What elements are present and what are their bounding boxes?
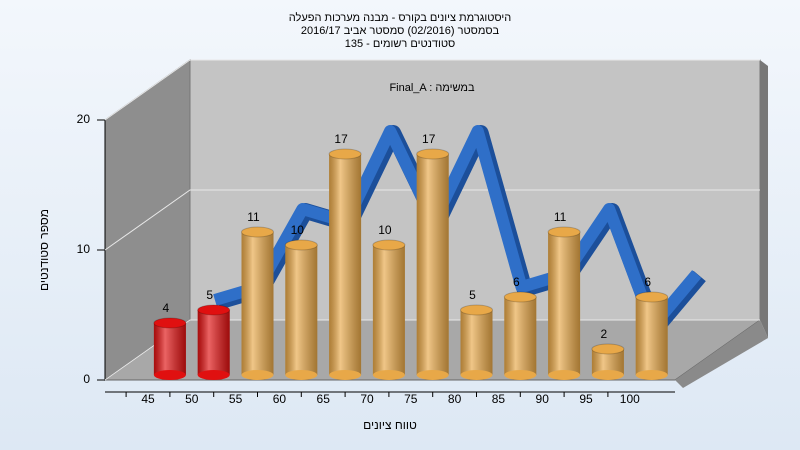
bar-base (504, 370, 537, 380)
bar-cap (328, 148, 362, 160)
value-label: 10 (291, 223, 305, 237)
grid-line (104, 59, 760, 121)
x-tick-label: 100 (620, 392, 640, 406)
bar-base (548, 370, 581, 380)
bar-cap (284, 239, 318, 251)
subtitle: Final_A : במשימה (389, 82, 475, 94)
bar-shade (372, 245, 405, 375)
bar-shade (241, 232, 274, 375)
wall-edge (760, 60, 768, 338)
chart-title: היסטוגרמת ציונים בקורס - מבנה מערכות הפע… (289, 11, 511, 24)
x-tick-label: 95 (579, 392, 593, 406)
bar-cap (197, 304, 231, 316)
bar-shade (153, 323, 186, 375)
value-label: 10 (378, 223, 392, 237)
bar-base (197, 370, 230, 380)
bar-shade (460, 310, 493, 375)
value-label: 5 (469, 288, 476, 302)
y-tick-label: 10 (77, 242, 91, 256)
bar-base (153, 370, 186, 380)
x-tick-label: 65 (317, 392, 331, 406)
y-tick-label: 20 (77, 112, 91, 126)
bar-cap (416, 148, 450, 160)
x-axis-label: טווח ציונים (363, 418, 417, 432)
x-tick-label: 80 (448, 392, 462, 406)
value-label: 11 (247, 210, 260, 224)
bar-cap (372, 239, 406, 251)
x-tick-label: 70 (360, 392, 374, 406)
value-label: 2 (601, 327, 608, 341)
bar-base (329, 370, 362, 380)
bar-shade (504, 297, 537, 375)
x-tick-label: 90 (536, 392, 550, 406)
value-label: 6 (644, 275, 651, 289)
bar-shade (548, 232, 581, 375)
x-tick-label: 85 (492, 392, 506, 406)
x-tick-label: 60 (273, 392, 287, 406)
value-label: 17 (422, 132, 436, 146)
x-tick-label: 75 (404, 392, 418, 406)
value-label: 11 (554, 210, 567, 224)
bar-base (285, 370, 318, 380)
floor-edge (675, 320, 768, 388)
bar-shade (635, 297, 668, 375)
bar-shade (285, 245, 318, 375)
y-axis-label: מספר סטודנטים (37, 209, 51, 291)
bar-shade (416, 154, 449, 375)
value-label: 4 (163, 301, 170, 315)
bar-base (460, 370, 493, 380)
bar-base (372, 370, 405, 380)
value-label: 6 (513, 275, 520, 289)
line-ribbon (213, 125, 702, 332)
bar-cap (503, 291, 537, 303)
bar-base (635, 370, 668, 380)
chart-title: סטודנטים רשומים - 135 (345, 38, 456, 50)
bar-base (591, 370, 624, 380)
bar-cap (460, 304, 493, 316)
value-label: 17 (334, 132, 348, 146)
x-tick-label: 45 (141, 392, 155, 406)
bar-shade (197, 310, 230, 375)
bar-cap (153, 317, 187, 329)
value-label: 5 (206, 288, 213, 302)
bar-cap (547, 226, 581, 238)
x-tick-label: 50 (185, 392, 199, 406)
bar-base (416, 370, 449, 380)
x-tick-label: 55 (229, 392, 243, 406)
chart-title: בסמסטר (02/2016) סמסטר אביב 2016/17 (301, 25, 500, 37)
bar-shade (329, 154, 362, 375)
grid-line (104, 189, 760, 251)
bar-cap (241, 226, 274, 238)
bar-cap (635, 291, 669, 303)
y-tick-label: 0 (83, 372, 90, 386)
bar-base (241, 370, 274, 380)
bar-cap (591, 343, 625, 355)
